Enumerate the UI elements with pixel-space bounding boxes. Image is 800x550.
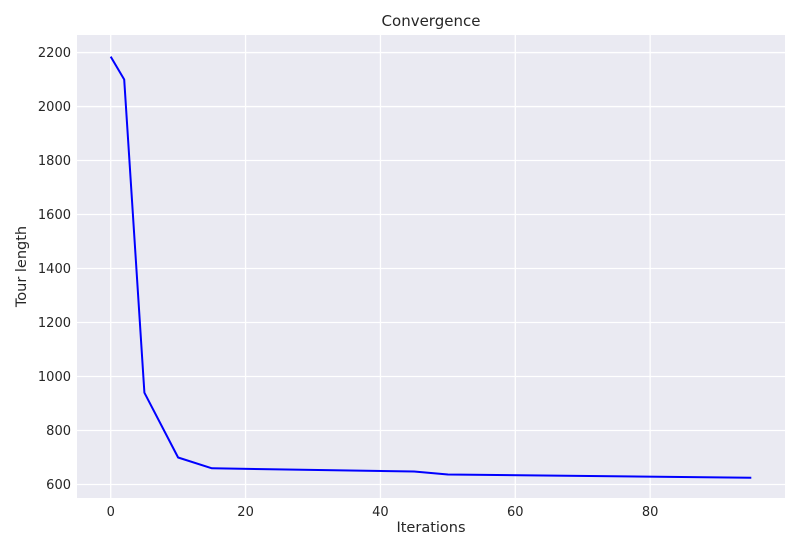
grid-lines — [77, 35, 785, 498]
y-tick-label: 2000 — [38, 100, 71, 115]
y-tick-label: 600 — [46, 478, 71, 493]
x-axis-label: Iterations — [396, 520, 465, 536]
series-line — [109, 56, 752, 479]
series-layer — [109, 56, 752, 479]
y-axis-ticks: 600 800 1000 1200 1400 1600 1800 2000 2200 — [38, 46, 71, 493]
y-tick-label: 2200 — [38, 46, 71, 61]
y-tick-label: 1800 — [38, 154, 71, 169]
y-tick-label: 1000 — [38, 370, 71, 385]
x-tick-label: 0 — [107, 505, 115, 520]
x-tick-label: 40 — [372, 505, 389, 520]
y-tick-label: 800 — [46, 424, 71, 439]
y-tick-label: 1200 — [38, 316, 71, 331]
x-tick-label: 60 — [507, 505, 524, 520]
x-tick-label: 80 — [642, 505, 659, 520]
plot-area — [77, 35, 785, 498]
x-tick-label: 20 — [237, 505, 254, 520]
y-tick-label: 1600 — [38, 208, 71, 223]
x-axis-ticks: 0 20 40 60 80 — [107, 505, 659, 520]
y-axis-label: Tour length — [14, 226, 30, 308]
y-tick-label: 1400 — [38, 262, 71, 277]
chart-title: Convergence — [382, 12, 481, 30]
